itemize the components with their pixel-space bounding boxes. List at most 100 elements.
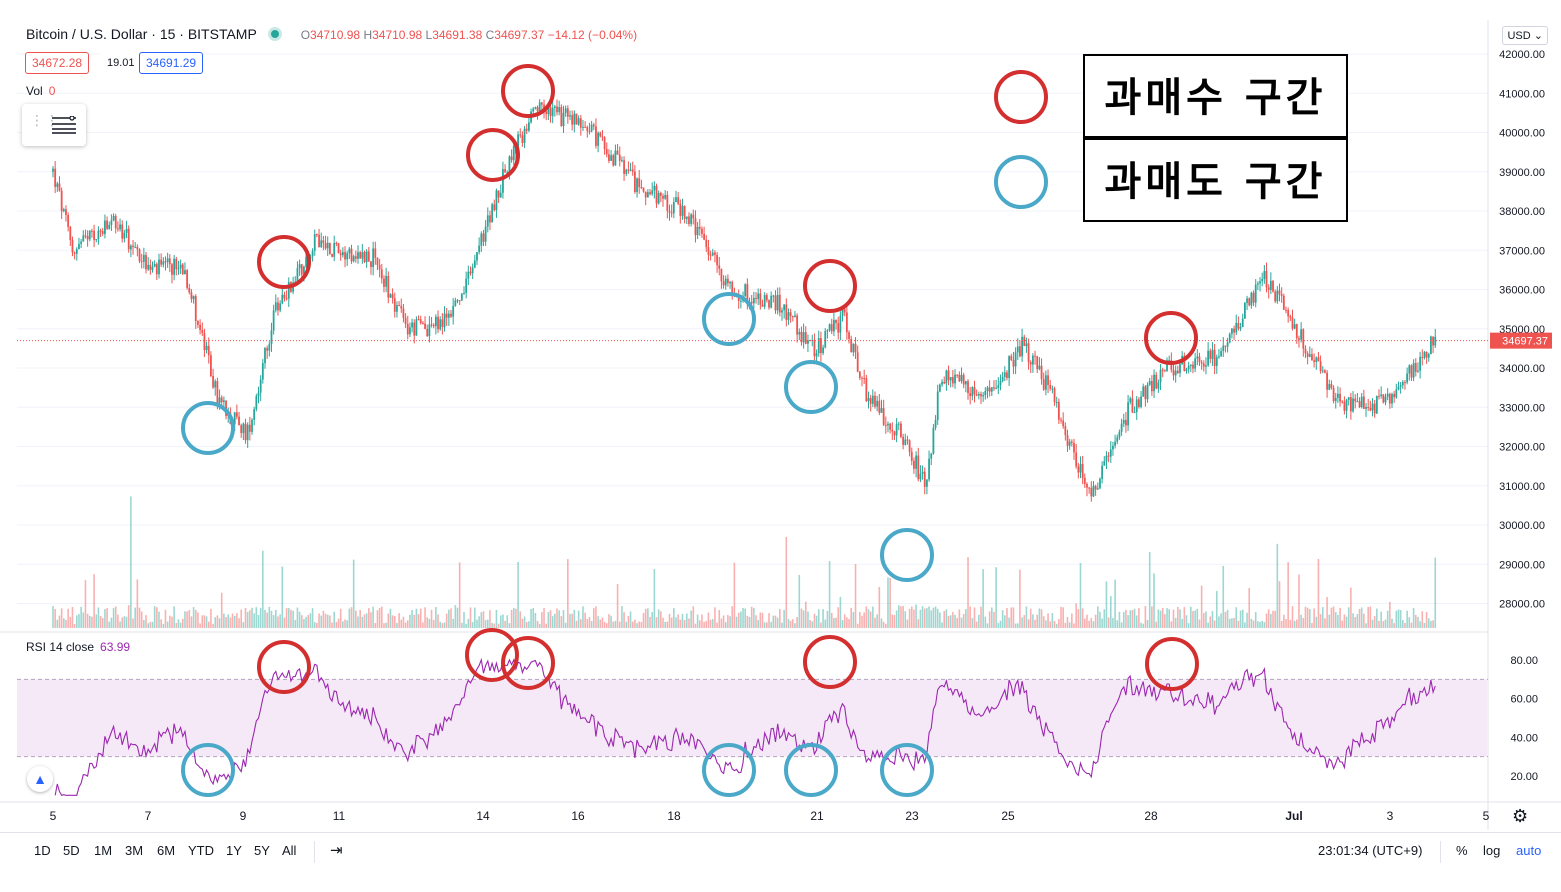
volume-bar — [830, 612, 833, 628]
volume-bar — [270, 610, 273, 628]
volume-bar — [1371, 619, 1374, 628]
candle-body — [1105, 455, 1108, 462]
range-all-button[interactable]: All — [282, 843, 297, 858]
rsi-legend[interactable]: RSI 14 close 63.99 — [26, 640, 130, 654]
candle-body — [463, 292, 465, 294]
candle-body — [324, 242, 327, 249]
volume-bar — [305, 616, 307, 628]
candle-body — [97, 230, 100, 240]
drawing-toolbar[interactable]: ⋮⋮ — [22, 104, 86, 146]
volume-bar — [1350, 587, 1352, 628]
volume-bar — [502, 614, 504, 628]
volume-bar — [428, 618, 431, 628]
volume-bar — [1058, 618, 1060, 628]
percent-scale-button[interactable]: % — [1456, 843, 1468, 858]
ohlc-values: O34710.98 H34710.98 L34691.38 C34697.37 … — [301, 28, 637, 42]
price-tick-label: 37000.00 — [1499, 245, 1545, 257]
candle-body — [1218, 356, 1220, 358]
volume-bar — [110, 617, 113, 628]
volume-bar — [233, 615, 236, 628]
candle-body — [140, 261, 143, 263]
volume-bar — [1079, 563, 1082, 628]
volume-bar — [549, 610, 552, 628]
candle-body — [902, 436, 905, 445]
sell-price-button[interactable]: 34672.28 — [25, 52, 90, 74]
time-axis[interactable]: 5 7 9 11 14 16 18 21 23 25 28 Jul 3 5 — [50, 809, 1490, 823]
candle-body — [385, 276, 388, 287]
candle-body — [1246, 298, 1248, 303]
drag-handle-icon[interactable]: ⋮⋮ — [30, 112, 60, 128]
volume-bar — [203, 615, 206, 628]
range-1d-button[interactable]: 1D — [34, 843, 51, 858]
auto-scale-button[interactable]: auto — [1516, 843, 1542, 858]
candle-body — [1265, 271, 1268, 288]
price-axis[interactable]: 42000.00 41000.00 40000.00 39000.00 38000.00… — [17, 49, 1552, 611]
volume-bar — [733, 562, 736, 628]
candle-body — [571, 115, 574, 125]
volume-bar — [1008, 617, 1010, 628]
range-1m-button[interactable]: 1M — [94, 843, 113, 858]
volume-bar — [454, 605, 457, 628]
buy-price-button[interactable]: 34691.29 — [139, 52, 204, 74]
range-5d-button[interactable]: 5D — [63, 843, 80, 858]
candle-body — [997, 385, 1000, 388]
volume-bar — [1090, 617, 1093, 628]
candle-body — [772, 295, 775, 297]
candle-body — [960, 374, 963, 382]
go-to-date-icon[interactable]: ⇥ — [330, 842, 343, 859]
symbol-title[interactable]: Bitcoin / U.S. Dollar · 15 · BITSTAMP — [26, 26, 257, 42]
volume-bar — [1287, 562, 1289, 628]
volume-bar — [214, 617, 217, 628]
range-5y-button[interactable]: 5Y — [254, 843, 270, 858]
volume-bar — [910, 606, 913, 628]
candle-body — [238, 416, 240, 426]
volume-bar — [275, 609, 277, 628]
range-1y-button[interactable]: 1Y — [226, 843, 242, 858]
candle-body — [337, 243, 340, 254]
volume-legend[interactable]: Vol 0 — [26, 84, 55, 98]
range-ytd-button[interactable]: YTD — [188, 843, 214, 858]
range-3m-button[interactable]: 3M — [125, 843, 144, 858]
candle-body — [1159, 369, 1162, 383]
volume-bar — [1378, 620, 1380, 628]
candle-body — [240, 425, 243, 434]
volume-bar — [1224, 611, 1227, 628]
volume-bar — [123, 616, 126, 628]
volume-bar — [608, 614, 610, 628]
gear-icon[interactable]: ⚙ — [1512, 806, 1529, 826]
volume-bar — [720, 618, 723, 628]
candle-body — [469, 271, 472, 274]
candle-body — [1192, 364, 1194, 369]
volume-bar — [1114, 579, 1116, 628]
object-tree-icon[interactable] — [52, 116, 76, 134]
volume-bar — [852, 612, 855, 628]
tradingview-logo-icon[interactable]: ▲ — [27, 766, 53, 792]
candle-body — [1276, 290, 1279, 302]
range-6m-button[interactable]: 6M — [157, 843, 176, 858]
log-scale-button[interactable]: log — [1483, 843, 1501, 858]
volume-bar — [616, 583, 619, 628]
candle-body — [943, 381, 946, 384]
volume-bar — [597, 616, 599, 628]
volume-bar — [114, 606, 117, 628]
volume-bar — [1036, 614, 1039, 628]
candle-body — [409, 327, 411, 335]
low-value: 34691.38 — [432, 28, 483, 42]
candle-body — [1317, 357, 1320, 362]
volume-bar — [824, 619, 827, 628]
currency-button[interactable]: USD ⌄ — [1502, 26, 1548, 45]
candle-body — [757, 293, 760, 299]
volume-bar — [456, 607, 459, 628]
candle-body — [739, 300, 742, 302]
volume-bar — [1073, 623, 1075, 628]
candle-body — [1077, 466, 1080, 473]
price-tick-label: 40000.00 — [1499, 128, 1545, 140]
candle-body — [1057, 401, 1060, 420]
volume-bar — [443, 622, 446, 628]
clock-timezone[interactable]: 23:01:34 (UTC+9) — [1318, 843, 1423, 858]
candle-body — [763, 295, 766, 307]
candle-body — [1060, 419, 1062, 421]
candle-body — [437, 316, 439, 330]
volume-bar — [1278, 581, 1281, 628]
candle-body — [447, 313, 450, 318]
